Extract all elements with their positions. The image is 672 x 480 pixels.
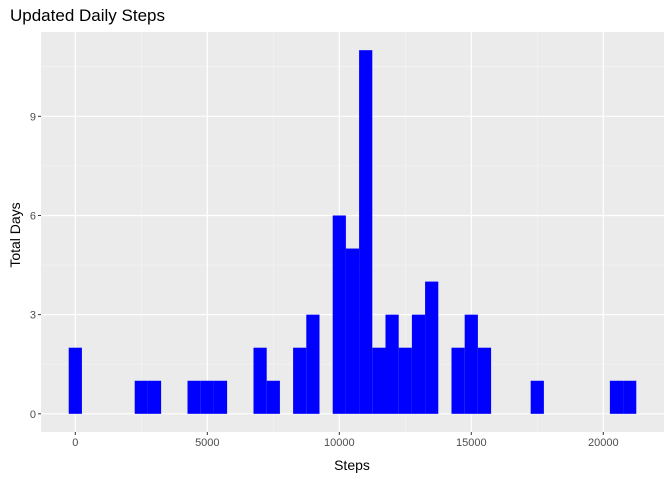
histogram-bar xyxy=(253,347,267,414)
histogram-bar xyxy=(464,314,478,414)
histogram-bar xyxy=(68,347,82,414)
histogram-bar xyxy=(345,248,360,414)
histogram-bar xyxy=(477,347,492,414)
y-tick-label: 9 xyxy=(30,111,36,123)
histogram-bar xyxy=(200,380,214,414)
histogram-bar xyxy=(609,380,624,414)
chart-title: Updated Daily Steps xyxy=(10,6,165,25)
histogram-bar xyxy=(134,380,148,414)
histogram-bar xyxy=(213,380,228,414)
histogram-bar xyxy=(385,314,399,414)
y-axis-title: Total Days xyxy=(7,202,23,267)
histogram-bar xyxy=(398,347,412,414)
histogram-bar xyxy=(623,380,637,414)
y-tick-label: 6 xyxy=(30,210,36,222)
bars xyxy=(68,50,637,414)
histogram-bar xyxy=(411,314,426,414)
y-axis-ticks: 0 3 6 9 xyxy=(30,111,41,421)
histogram-bar xyxy=(332,215,346,414)
x-tick-label: 0 xyxy=(72,437,78,449)
histogram-bar xyxy=(451,347,465,414)
histogram-bar xyxy=(306,314,320,414)
x-tick-label: 15000 xyxy=(456,437,487,449)
histogram-bar xyxy=(425,281,439,414)
histogram-bar xyxy=(147,380,162,414)
x-tick-label: 20000 xyxy=(588,437,619,449)
y-tick-label: 3 xyxy=(30,310,36,322)
histogram-bar xyxy=(187,380,201,414)
x-axis-ticks: 0 5000 10000 15000 20000 xyxy=(72,432,619,449)
x-axis-title: Steps xyxy=(334,457,370,473)
x-tick-label: 5000 xyxy=(195,437,219,449)
histogram-bar xyxy=(266,380,280,414)
histogram-bar xyxy=(359,50,373,414)
histogram-bar xyxy=(293,347,307,414)
histogram-bar xyxy=(530,380,544,414)
x-tick-label: 10000 xyxy=(324,437,355,449)
y-tick-label: 0 xyxy=(30,409,36,421)
histogram-bar xyxy=(372,347,386,414)
